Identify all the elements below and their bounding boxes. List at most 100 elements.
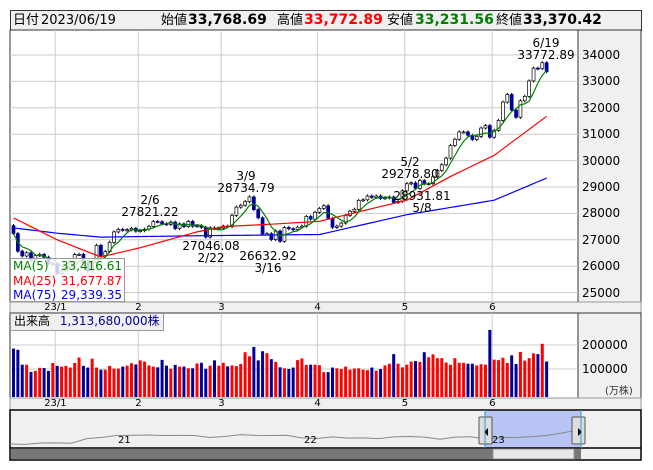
- price-tick-label: 34000: [582, 48, 621, 62]
- candle-up: [492, 129, 497, 138]
- volume-label: 出来高 1,313,680,000株: [10, 313, 164, 331]
- volume-bar: [226, 366, 230, 397]
- volume-bar: [365, 370, 369, 397]
- month-tick-label: 2: [135, 398, 142, 409]
- volume-bar: [86, 367, 90, 397]
- volume-bar: [160, 359, 164, 397]
- annotation-value: 26632.92: [239, 249, 297, 263]
- month-tick-label: 6: [489, 302, 496, 313]
- price-tick-label: 31000: [582, 127, 621, 142]
- scrollbar-thumb[interactable]: [492, 448, 575, 460]
- candle-down: [160, 221, 164, 225]
- volume-bar: [435, 358, 439, 397]
- candle-down: [286, 227, 291, 230]
- volume-bar: [221, 362, 225, 397]
- volume-bar: [457, 362, 461, 397]
- volume-bar: [68, 367, 72, 397]
- candle-down: [369, 195, 374, 198]
- volume-bar: [387, 363, 391, 397]
- volume-bar: [95, 367, 99, 397]
- candle-up: [125, 229, 129, 232]
- volume-bar: [81, 365, 85, 397]
- candle-up: [77, 253, 81, 256]
- volume-bar: [204, 368, 208, 397]
- candle-down: [190, 221, 195, 227]
- volume-bar: [418, 361, 422, 397]
- candle-down: [291, 228, 296, 231]
- volume-bar: [60, 366, 64, 397]
- volume-unit-label: (万株): [605, 386, 633, 397]
- volume-bar: [352, 368, 356, 397]
- volume-bar: [488, 329, 492, 397]
- volume-bar: [348, 369, 352, 397]
- volume-axis-panel: [577, 312, 642, 399]
- month-tick-label: 3: [218, 302, 225, 313]
- volume-bar: [243, 352, 247, 397]
- candle-up: [295, 226, 300, 230]
- ma5-value: 33,416.61: [60, 259, 122, 273]
- volume-bar: [16, 349, 20, 397]
- volume-bar: [143, 361, 147, 397]
- volume-bar: [191, 368, 195, 397]
- volume-bar: [444, 362, 448, 397]
- candle-up: [409, 182, 414, 185]
- volume-bar: [405, 364, 409, 397]
- candle-up: [151, 221, 156, 227]
- volume-bar: [103, 369, 107, 397]
- volume-bar: [29, 371, 33, 397]
- price-tick-label: 28000: [582, 206, 621, 221]
- candle-up: [24, 252, 29, 257]
- candle-down: [260, 217, 265, 235]
- volume-bar: [296, 360, 300, 397]
- volume-bar: [501, 357, 505, 397]
- volume-bar: [230, 365, 234, 397]
- date-value: 2023/06/19: [41, 13, 116, 28]
- price-tick-label: 33000: [582, 74, 621, 89]
- ma75-line: [13, 177, 547, 238]
- volume-bar: [518, 351, 522, 397]
- month-tick-label: 5: [401, 302, 409, 313]
- ohlc-header: 日付 2023/06/19 始値 33,768.69 高値 33,772.89 …: [10, 10, 642, 31]
- annotation-date: 3/9: [236, 169, 256, 183]
- volume-bar: [322, 372, 326, 397]
- month-tick-label: 23/1: [44, 398, 67, 409]
- price-tick-label: 27000: [582, 232, 621, 247]
- candle-up: [474, 136, 479, 140]
- volume-bar: [475, 365, 479, 397]
- volume-bar: [479, 364, 483, 397]
- month-tick-label: 3: [218, 398, 225, 409]
- ma25-line: [13, 115, 547, 258]
- candle-up: [404, 183, 409, 192]
- candle-up: [208, 227, 212, 238]
- candle-up: [496, 120, 501, 131]
- volume-bar: [317, 365, 321, 397]
- volume-bar: [256, 360, 260, 397]
- candle-down: [536, 67, 540, 70]
- volume-bar: [532, 353, 536, 397]
- candle-up: [317, 208, 322, 213]
- high-value: 33,772.89: [304, 12, 383, 28]
- candle-down: [20, 250, 25, 257]
- volume-bar: [108, 365, 112, 397]
- candle-down: [256, 209, 261, 219]
- volume-bar: [112, 368, 116, 397]
- month-tick-label: 4: [314, 398, 321, 409]
- volume-bar: [361, 369, 365, 397]
- month-tick-label: 5: [401, 398, 409, 409]
- volume-bar: [178, 366, 182, 397]
- close-label: 終値: [496, 13, 523, 28]
- candle-up: [247, 196, 252, 203]
- date-axis-bar: [9, 301, 642, 314]
- volume-bar: [510, 355, 514, 397]
- candle-down: [173, 221, 178, 229]
- volume-bar: [199, 362, 203, 397]
- volume-bar: [335, 368, 339, 397]
- candle-down: [330, 217, 335, 228]
- volume-bar: [125, 365, 129, 397]
- navigator-year-label: 22: [304, 435, 317, 446]
- candle-up: [321, 205, 326, 209]
- volume-bar: [422, 352, 426, 397]
- volume-bar: [379, 369, 383, 397]
